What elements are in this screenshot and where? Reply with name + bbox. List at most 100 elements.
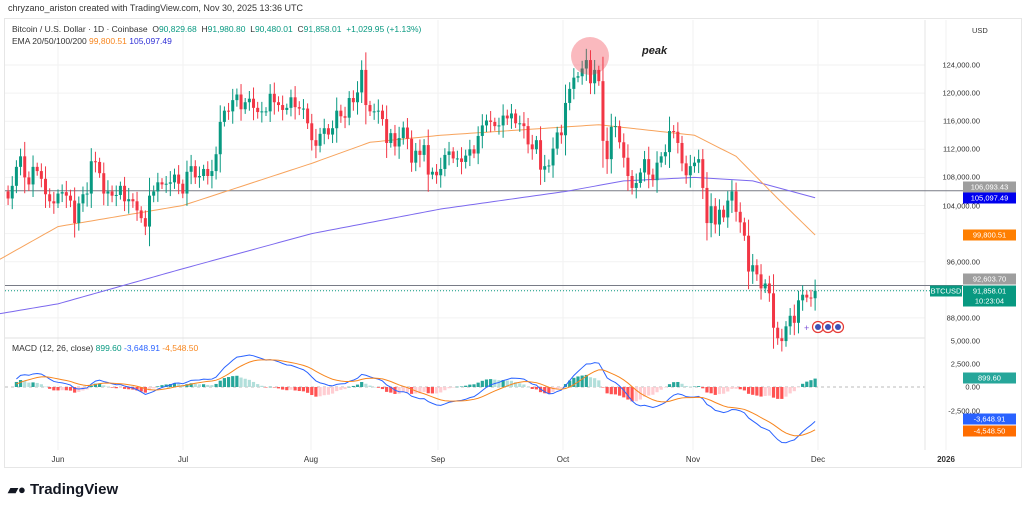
macd-histogram-bar (518, 383, 522, 387)
candle-body (143, 218, 147, 227)
macd-histogram-bar (135, 387, 139, 391)
candle-body (98, 161, 102, 174)
candle-body (522, 123, 526, 127)
macd-histogram-bar (543, 387, 547, 394)
macd-histogram-bar (206, 384, 210, 387)
candle-body (780, 338, 784, 342)
candle-body (751, 265, 755, 272)
candle-body (114, 194, 118, 196)
plus-icon: + (804, 323, 809, 333)
macd-histogram-bar (601, 387, 605, 388)
candle-body (684, 163, 688, 176)
candle-body (476, 135, 480, 154)
macd-histogram-bar (476, 382, 480, 387)
macd-histogram-bar (593, 378, 597, 387)
candle-body (418, 150, 422, 155)
candle-body (738, 211, 742, 223)
candle-body (152, 191, 156, 196)
macd-histogram-bar (547, 387, 551, 394)
candle-body (530, 144, 534, 150)
candle-body (659, 156, 663, 163)
candle-body (630, 175, 634, 188)
macd-histogram-bar (139, 387, 143, 392)
candle-body (609, 126, 613, 160)
high-label: H (201, 24, 208, 34)
candle-body (597, 69, 601, 82)
candle-body (601, 81, 605, 141)
candle-body (564, 102, 568, 136)
candle-body (185, 171, 189, 194)
macd-histogram-bar (64, 387, 68, 391)
candle-body (588, 60, 592, 84)
symbol-name: Bitcoin / U.S. Dollar · 1D · Coinbase (12, 24, 148, 34)
candle-body (451, 151, 455, 159)
macd-histogram-bar (472, 384, 476, 387)
macd-histogram-bar (314, 387, 318, 397)
candle-body (393, 133, 397, 147)
candle-body (385, 119, 389, 143)
macd-histogram-bar (588, 377, 593, 387)
macd-line (16, 354, 816, 444)
candle-body (580, 68, 584, 77)
candle-body (6, 191, 10, 199)
price-tick: 104,000.00 (942, 201, 980, 210)
price-tick: 120,000.00 (942, 88, 980, 98)
ticker-tag: BTCUSD (930, 285, 962, 297)
macd-histogram-bar (260, 385, 264, 387)
candle-body (360, 69, 364, 93)
macd-histogram-bar (655, 387, 659, 393)
candle-body (717, 209, 721, 225)
candle-body (168, 182, 172, 184)
candle-body (501, 115, 505, 126)
macd-histogram-bar (73, 387, 77, 393)
candle-body (297, 107, 301, 109)
candle-body (397, 138, 401, 147)
macd-histogram-bar (568, 380, 572, 387)
logo-text: TradingView (30, 481, 119, 498)
ema-legend[interactable]: EMA 20/50/100/200 99,800.51 105,097.49 (12, 36, 172, 46)
candle-body (23, 156, 27, 178)
macd-histogram-bar (434, 387, 439, 394)
candle-body (747, 235, 751, 272)
currency-label[interactable]: USD (972, 26, 988, 35)
macd-legend[interactable]: MACD (12, 26, close) 899.60 -3,648.91 -4… (12, 343, 198, 353)
macd-histogram-bar (780, 387, 784, 399)
candle-body (301, 108, 305, 110)
macd-histogram-bar (335, 387, 339, 392)
candle-body (439, 168, 443, 176)
macd-histogram-bar (555, 387, 559, 390)
candle-body (489, 120, 493, 122)
candle-body (380, 110, 384, 120)
candle-body (331, 128, 335, 135)
macd-histogram-bar (301, 387, 306, 392)
macd-histogram-bar (268, 386, 272, 388)
macd-histogram-bar (52, 387, 56, 391)
candle-body (430, 171, 434, 175)
candle-body (10, 185, 14, 199)
candle-body (539, 140, 543, 170)
macd-histogram-bar (343, 387, 347, 390)
macd-histogram-bar (580, 375, 584, 387)
candle-body (713, 206, 717, 225)
candle-body (680, 142, 684, 164)
macd-histogram-bar (251, 381, 256, 387)
macd-signal-line (16, 359, 816, 437)
candle-body (493, 121, 497, 127)
candle-body (376, 110, 380, 112)
candle-body (222, 110, 226, 122)
candle-body (526, 126, 530, 145)
candle-body (231, 100, 235, 112)
candle-body (688, 166, 692, 176)
us-flag-event-icon-center (835, 324, 841, 330)
macd-histogram-bar (451, 387, 455, 388)
macd-histogram-bar (185, 384, 189, 387)
macd-histogram-bar (505, 380, 509, 387)
us-flag-event-icon-center (825, 324, 831, 330)
candle-body (214, 154, 218, 172)
candle-body (576, 76, 580, 78)
macd-histogram-bar (605, 387, 609, 394)
macd-histogram-bar (634, 387, 638, 402)
macd-histogram-bar (763, 387, 767, 396)
macd-histogram-bar (630, 387, 634, 402)
